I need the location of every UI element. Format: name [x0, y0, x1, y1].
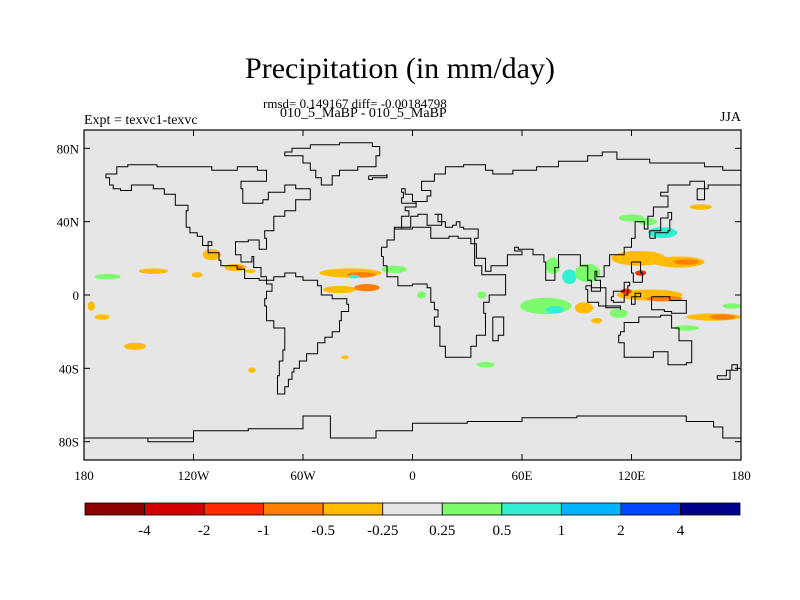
coastline [393, 151, 741, 292]
chart-title: Precipitation (in mm/day) [245, 52, 555, 85]
season-label: JJA [719, 110, 741, 125]
coastline [618, 314, 693, 366]
coastline [381, 226, 507, 358]
anomaly-patch [94, 314, 110, 320]
x-tick-label: 180 [731, 468, 751, 483]
anomaly-patch [611, 251, 667, 266]
colorbar-swatch [203, 502, 265, 516]
colorbar-swatch [501, 502, 562, 516]
colorbar-label: -0.25 [367, 523, 398, 539]
anomaly-patch [545, 306, 564, 314]
anomaly-patch [124, 342, 147, 351]
experiment-label: Expt = texvc1-texvc [84, 113, 198, 128]
anomaly-patch [348, 274, 360, 279]
coastline [84, 415, 741, 442]
anomaly-patch [545, 257, 561, 274]
colorbar-label: 0.25 [429, 523, 455, 539]
colorbar-label: -0.5 [311, 523, 335, 539]
y-axis: 80N 40N 0 40S 80S [57, 141, 741, 450]
x-tick-label: 180 [74, 468, 94, 483]
colorbar-swatch [382, 502, 443, 516]
anomaly-patch [202, 249, 221, 261]
coastline [649, 212, 673, 239]
colorbar-swatch [441, 502, 503, 516]
anomaly-patch [138, 268, 168, 274]
anomaly-patch [562, 269, 577, 284]
colorbar-swatch [144, 502, 205, 516]
anomaly-layer [87, 204, 741, 373]
colorbar-swatch [680, 502, 741, 516]
anomaly-patch [341, 355, 349, 360]
anomaly-patch [709, 314, 736, 320]
x-tick-label: 60E [512, 468, 533, 483]
colorbar: -4 -2 -1 -0.5 -0.25 0.25 0.5 1 2 4 [84, 502, 741, 539]
anomaly-patch [520, 297, 572, 315]
anomaly-patch [191, 272, 203, 278]
x-axis: 180 120W 60W 0 60E 120E 180 [74, 130, 751, 483]
colorbar-swatch [620, 502, 681, 516]
x-tick-label: 0 [409, 468, 416, 483]
anomaly-patch [477, 291, 487, 299]
anomaly-patch [673, 259, 700, 265]
anomaly-patch [673, 325, 700, 331]
y-tick-label: 80N [57, 141, 80, 156]
anomaly-patch [248, 367, 256, 373]
colorbar-label: -4 [138, 523, 151, 539]
x-tick-label: 120W [178, 468, 211, 483]
anomaly-patch [620, 288, 632, 295]
anomaly-patch [354, 284, 380, 292]
coastline [651, 296, 687, 314]
chart-stats: rmsd= 0.149167 diff= -0.00184798 [263, 96, 447, 111]
coastline [401, 188, 417, 204]
colorbar-label: 0.5 [492, 523, 511, 539]
y-tick-label: 40S [59, 361, 79, 376]
coastline [147, 437, 194, 443]
colorbar-swatch [560, 502, 622, 516]
anomaly-patch [689, 204, 712, 210]
anomaly-patch [381, 265, 408, 274]
coastline [284, 142, 381, 186]
colorbar-label: 1 [558, 523, 566, 539]
x-tick-label: 120E [618, 468, 646, 483]
anomaly-patch [235, 265, 243, 270]
coastline [105, 164, 311, 281]
colorbar-label: 2 [617, 523, 625, 539]
colorbar-label: -1 [257, 523, 270, 539]
anomaly-patch [609, 308, 628, 318]
coastline [605, 305, 621, 310]
anomaly-patch [591, 317, 603, 324]
colorbar-label: -2 [198, 523, 211, 539]
coastline [631, 261, 643, 283]
anomaly-patch [618, 214, 645, 222]
anomaly-patch [244, 269, 256, 273]
chart-subtitle: 010_5_MaBP - 010_5_MaBP [280, 106, 447, 121]
coastline [264, 272, 350, 395]
anomaly-patch [87, 301, 95, 311]
y-tick-label: 0 [73, 288, 80, 303]
anomaly-patch [417, 291, 427, 299]
coastline [716, 364, 738, 380]
colorbar-swatch [322, 502, 384, 516]
coastline-layer [84, 142, 741, 443]
coastline [610, 281, 631, 303]
x-tick-label: 60W [290, 468, 316, 483]
anomaly-patch [574, 302, 594, 314]
colorbar-swatch [263, 502, 324, 516]
colorbar-swatch [84, 502, 145, 516]
anomaly-patch [323, 285, 356, 294]
colorbar-label: 4 [677, 523, 685, 539]
y-tick-label: 40N [57, 215, 80, 230]
coastline [368, 174, 388, 180]
anomaly-patch [722, 303, 741, 309]
anomaly-patch [476, 361, 495, 368]
coastline [492, 316, 505, 342]
coastline [585, 285, 607, 307]
anomaly-patch [94, 273, 121, 280]
coastline [631, 292, 642, 305]
y-tick-label: 80S [59, 435, 79, 450]
